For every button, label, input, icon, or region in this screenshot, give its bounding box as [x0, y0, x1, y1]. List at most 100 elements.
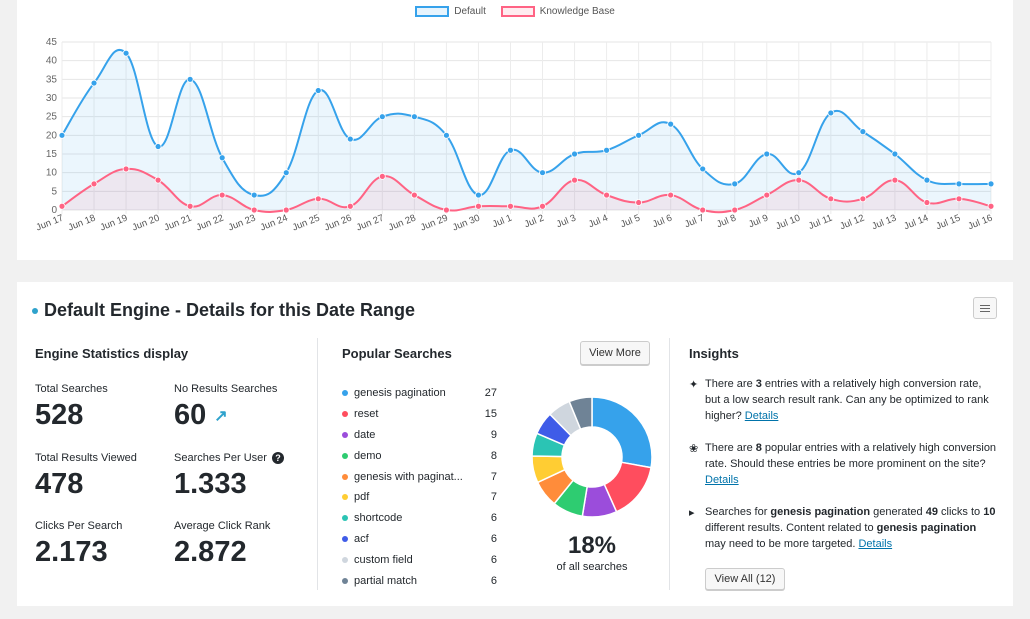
data-point[interactable] — [250, 191, 258, 199]
view-all-insights-button[interactable]: View All (12) — [705, 568, 785, 590]
external-link-icon[interactable]: ↗ — [214, 407, 228, 425]
data-point[interactable] — [987, 202, 995, 210]
data-point[interactable] — [58, 202, 66, 210]
data-point[interactable] — [635, 199, 643, 206]
series-area-1 — [62, 168, 991, 213]
stat-value: 1.333 — [174, 468, 247, 500]
search-term: reset — [354, 408, 379, 421]
data-point[interactable] — [250, 206, 258, 214]
data-point[interactable] — [282, 206, 290, 214]
data-point[interactable] — [475, 191, 482, 199]
data-point[interactable] — [186, 202, 194, 210]
data-point[interactable] — [955, 195, 963, 203]
list-item[interactable]: acf 6 — [342, 529, 497, 550]
data-point[interactable] — [90, 79, 98, 87]
x-tick-label: Jun 22 — [195, 213, 226, 234]
legend-item-knowledge-base[interactable]: Knowledge Base — [500, 6, 615, 17]
data-point[interactable] — [90, 180, 98, 188]
search-term: acf — [354, 532, 369, 545]
data-point[interactable] — [122, 165, 130, 173]
data-point[interactable] — [635, 131, 643, 139]
y-tick-label: 15 — [46, 149, 58, 160]
list-item[interactable]: genesis pagination 27 — [342, 383, 497, 404]
insight-details-link[interactable]: Details — [858, 538, 893, 550]
x-tick-label: Jul 15 — [934, 213, 962, 233]
data-point[interactable] — [859, 195, 867, 203]
data-point[interactable] — [891, 176, 899, 184]
data-point[interactable] — [699, 165, 707, 173]
data-point[interactable] — [443, 131, 450, 139]
data-point[interactable] — [154, 176, 162, 184]
data-point[interactable] — [667, 120, 675, 128]
data-point[interactable] — [603, 191, 610, 199]
data-point[interactable] — [378, 113, 386, 121]
data-point[interactable] — [122, 49, 130, 57]
data-point[interactable] — [443, 206, 450, 214]
data-point[interactable] — [571, 176, 578, 184]
list-item[interactable]: demo 8 — [342, 445, 497, 466]
data-point[interactable] — [314, 195, 322, 203]
help-icon[interactable]: ? — [271, 452, 284, 464]
data-point[interactable] — [763, 191, 771, 199]
search-term: date — [354, 428, 376, 441]
data-point[interactable] — [763, 150, 771, 158]
options-menu-button[interactable] — [973, 297, 997, 319]
data-point[interactable] — [186, 75, 194, 83]
legend-item-default[interactable]: Default — [415, 6, 486, 17]
data-point[interactable] — [795, 169, 803, 177]
data-point[interactable] — [218, 191, 226, 199]
legend-swatch-knowledge-base — [500, 6, 535, 17]
y-tick-label: 30 — [46, 93, 58, 104]
data-point[interactable] — [731, 180, 739, 188]
data-point[interactable] — [154, 143, 162, 150]
data-point[interactable] — [218, 154, 226, 162]
x-tick-label: Jun 17 — [35, 213, 66, 234]
data-point[interactable] — [571, 150, 578, 158]
list-item[interactable]: custom field 6 — [342, 549, 497, 570]
data-point[interactable] — [539, 202, 546, 210]
data-point[interactable] — [507, 146, 514, 154]
list-item[interactable]: genesis with paginat... 7 — [342, 466, 497, 487]
x-tick-label: Jul 3 — [555, 213, 578, 231]
search-count: 6 — [490, 574, 497, 587]
data-point[interactable] — [507, 202, 514, 210]
data-point[interactable] — [346, 202, 354, 210]
data-point[interactable] — [410, 191, 418, 199]
data-point[interactable] — [603, 146, 610, 154]
data-point[interactable] — [827, 109, 835, 117]
data-point[interactable] — [955, 180, 963, 188]
list-item[interactable]: partial match 6 — [342, 570, 497, 591]
data-point[interactable] — [891, 150, 899, 158]
donut-slice[interactable] — [568, 396, 593, 431]
data-point[interactable] — [795, 176, 803, 184]
insight-details-link[interactable]: Details — [705, 474, 739, 486]
list-item[interactable]: date 9 — [342, 425, 497, 446]
data-point[interactable] — [987, 180, 995, 188]
list-item[interactable]: shortcode 6 — [342, 508, 497, 529]
data-point[interactable] — [475, 202, 482, 210]
data-point[interactable] — [667, 191, 675, 199]
stat-label: Total Results Viewed — [35, 452, 137, 464]
data-point[interactable] — [282, 169, 290, 177]
data-point[interactable] — [731, 206, 739, 214]
view-more-button[interactable]: View More — [580, 341, 650, 365]
insight-details-link[interactable]: Details — [744, 410, 779, 422]
data-point[interactable] — [378, 172, 386, 180]
data-point[interactable] — [923, 176, 931, 184]
data-point[interactable] — [827, 195, 835, 203]
data-point[interactable] — [923, 199, 931, 206]
data-point[interactable] — [346, 135, 354, 143]
x-tick-label: Jul 10 — [774, 213, 802, 233]
data-point[interactable] — [859, 128, 867, 136]
list-item[interactable]: pdf 7 — [342, 487, 497, 508]
search-count: 7 — [490, 470, 497, 483]
data-point[interactable] — [58, 131, 66, 139]
donut-slice[interactable] — [591, 396, 653, 469]
data-point[interactable] — [314, 87, 322, 94]
page-title: Default Engine - Details for this Date R… — [44, 300, 416, 320]
data-point[interactable] — [699, 206, 707, 214]
data-point[interactable] — [410, 113, 418, 121]
data-point[interactable] — [539, 169, 546, 177]
search-count: 6 — [490, 512, 497, 525]
list-item[interactable]: reset 15 — [342, 404, 497, 425]
